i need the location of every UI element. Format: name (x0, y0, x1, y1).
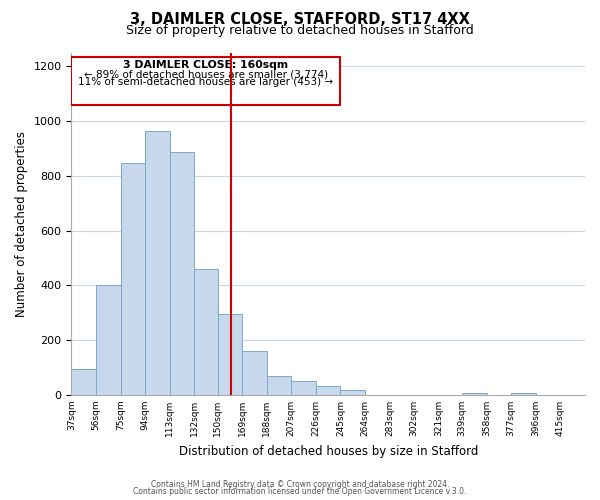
Text: Contains public sector information licensed under the Open Government Licence v.: Contains public sector information licen… (133, 487, 467, 496)
Bar (267, 376, 292, 395)
Bar (511, 392, 536, 395)
Bar (71, 369, 96, 395)
Text: 3 DAIMLER CLOSE: 160sqm: 3 DAIMLER CLOSE: 160sqm (124, 60, 289, 70)
Bar (96, 286, 121, 395)
Bar (292, 380, 316, 395)
Text: Contains HM Land Registry data © Crown copyright and database right 2024.: Contains HM Land Registry data © Crown c… (151, 480, 449, 489)
Bar (145, 130, 170, 395)
X-axis label: Distribution of detached houses by size in Stafford: Distribution of detached houses by size … (179, 444, 478, 458)
Bar (340, 390, 365, 395)
FancyBboxPatch shape (71, 56, 340, 105)
Bar (121, 164, 145, 395)
Text: ← 89% of detached houses are smaller (3,774): ← 89% of detached houses are smaller (3,… (84, 69, 328, 79)
Bar (242, 351, 267, 395)
Bar (194, 269, 218, 395)
Text: 11% of semi-detached houses are larger (453) →: 11% of semi-detached houses are larger (… (79, 77, 334, 87)
Y-axis label: Number of detached properties: Number of detached properties (15, 130, 28, 316)
Bar (316, 386, 340, 395)
Bar (218, 314, 242, 395)
Bar (170, 152, 194, 395)
Text: Size of property relative to detached houses in Stafford: Size of property relative to detached ho… (126, 24, 474, 37)
Text: 3, DAIMLER CLOSE, STAFFORD, ST17 4XX: 3, DAIMLER CLOSE, STAFFORD, ST17 4XX (130, 12, 470, 28)
Bar (462, 392, 487, 395)
